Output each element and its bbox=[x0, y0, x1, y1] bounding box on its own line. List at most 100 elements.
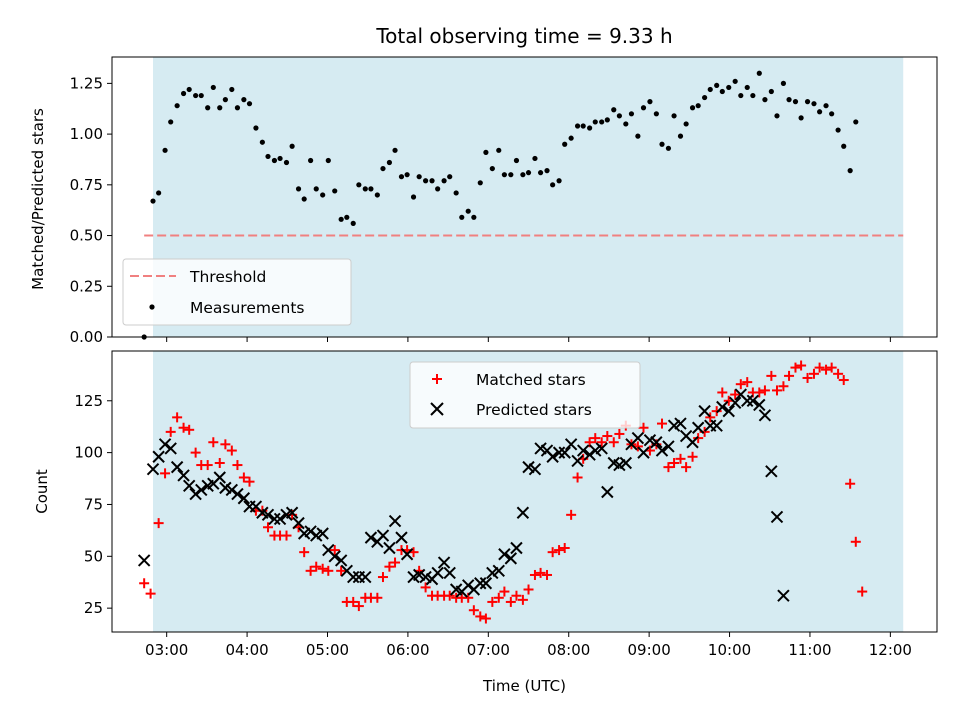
matched-star-point bbox=[317, 563, 328, 574]
matched-star-point bbox=[178, 422, 189, 433]
matched-star-point bbox=[348, 596, 359, 607]
bottom-panel: 03:00 04:00 05:00 06:00 07:00 08:00 09:00 10:00… bbox=[33, 350, 938, 695]
measurement-point bbox=[162, 147, 168, 153]
measurement-point bbox=[259, 139, 265, 145]
predicted-star-point bbox=[650, 436, 663, 449]
matched-star-point bbox=[517, 594, 528, 605]
measurement-point bbox=[453, 190, 459, 196]
measurement-point bbox=[599, 119, 605, 125]
measurement-point bbox=[817, 109, 823, 115]
predicted-star-point bbox=[765, 465, 778, 478]
matched-star-point bbox=[596, 437, 607, 448]
measurement-point bbox=[695, 103, 701, 109]
measurement-point bbox=[253, 125, 259, 131]
measurement-point bbox=[829, 111, 835, 117]
measurement-point bbox=[568, 135, 574, 141]
measurement-point bbox=[325, 157, 331, 164]
matched-star-point bbox=[566, 509, 577, 520]
measurement-point bbox=[562, 141, 568, 147]
predicted-star-point bbox=[152, 450, 165, 463]
legend-measurements-label: Measurements bbox=[190, 299, 305, 317]
measurement-point bbox=[483, 149, 489, 155]
predicted-star-point bbox=[146, 462, 160, 476]
measurement-point bbox=[241, 97, 247, 103]
matched-star-point bbox=[281, 530, 292, 541]
top-y-tick-label: 0.50 bbox=[70, 227, 103, 245]
legend-matched-label: Matched stars bbox=[476, 371, 586, 389]
predicted-star-point bbox=[552, 446, 566, 459]
bottom-y-tick-label: 50 bbox=[84, 547, 103, 565]
matched-star-point bbox=[845, 478, 856, 489]
measurement-point bbox=[671, 113, 677, 119]
predicted-star-point bbox=[770, 510, 784, 524]
matched-star-point bbox=[299, 547, 310, 558]
matched-star-point bbox=[711, 406, 722, 417]
matched-star-point bbox=[547, 547, 558, 558]
top-y-tick-label: 1.25 bbox=[70, 74, 103, 92]
measurement-point bbox=[635, 133, 641, 139]
matched-star-point bbox=[790, 362, 801, 373]
matched-star-point bbox=[220, 439, 231, 450]
matched-star-point bbox=[826, 362, 837, 373]
matched-star-point bbox=[329, 545, 340, 556]
predicted-star-point bbox=[231, 487, 244, 501]
matched-star-point bbox=[742, 377, 753, 388]
matched-star-point bbox=[172, 412, 183, 423]
matched-star-point bbox=[535, 567, 546, 578]
matched-star-point bbox=[493, 592, 504, 603]
measurement-point bbox=[508, 172, 514, 178]
measurement-point bbox=[271, 157, 278, 164]
measurement-point bbox=[702, 94, 708, 101]
predicted-star-point bbox=[698, 404, 711, 418]
predicted-star-point bbox=[595, 442, 608, 455]
matched-star-point bbox=[529, 569, 540, 580]
measurement-point bbox=[683, 121, 689, 127]
predicted-star-point bbox=[571, 454, 584, 468]
measurement-point bbox=[386, 159, 393, 166]
predicted-star-point bbox=[316, 527, 329, 540]
matched-star-point bbox=[487, 596, 498, 607]
top-y-axis-label: Matched/Predicted stars bbox=[29, 108, 47, 290]
measurement-point bbox=[229, 86, 235, 93]
measurement-point bbox=[532, 155, 538, 162]
legend-matched-swatch bbox=[432, 374, 442, 384]
predicted-star-point bbox=[137, 554, 151, 567]
measurement-point bbox=[156, 190, 162, 196]
measurement-point bbox=[374, 192, 380, 198]
predicted-star-point bbox=[510, 541, 523, 555]
predicted-star-point bbox=[662, 440, 675, 453]
measurement-point bbox=[234, 105, 241, 111]
measurement-point bbox=[835, 127, 841, 133]
measurement-point bbox=[780, 80, 787, 86]
predicted-star-point bbox=[158, 438, 172, 451]
measurement-point bbox=[677, 133, 684, 139]
matched-star-point bbox=[499, 586, 510, 597]
predicted-star-point bbox=[722, 404, 735, 418]
predicted-star-point bbox=[631, 431, 645, 445]
matched-star-point bbox=[602, 431, 613, 442]
measurement-point bbox=[380, 165, 386, 172]
top-y-tick-label: 0.75 bbox=[70, 176, 103, 194]
measurement-point bbox=[574, 123, 581, 129]
chart-title: Total observing time = 9.33 h bbox=[375, 24, 672, 48]
measurement-point bbox=[193, 92, 199, 99]
measurements-series bbox=[141, 70, 859, 340]
measurement-point bbox=[732, 78, 738, 84]
matched-star-point bbox=[480, 613, 491, 624]
matched-star-point bbox=[153, 518, 164, 529]
predicted-star-point bbox=[182, 479, 196, 493]
measurement-point bbox=[640, 105, 647, 111]
matched-star-point bbox=[572, 472, 583, 483]
measurement-point bbox=[768, 88, 774, 95]
predicted-star-point bbox=[462, 579, 475, 592]
predicted-star-point bbox=[576, 444, 590, 457]
predicted-star-point bbox=[364, 531, 378, 544]
matched-star-point bbox=[559, 543, 570, 554]
predicted-star-point bbox=[292, 516, 305, 530]
matched-star-point bbox=[657, 418, 667, 429]
measurement-point bbox=[665, 145, 672, 151]
predicted-star-point bbox=[388, 514, 402, 528]
x-tick-label: 09:00 bbox=[628, 641, 671, 659]
bottom-axis-ticks: 03:00 04:00 05:00 06:00 07:00 08:00 09:00 10:00… bbox=[74, 392, 912, 659]
matched-star-point bbox=[778, 381, 789, 392]
